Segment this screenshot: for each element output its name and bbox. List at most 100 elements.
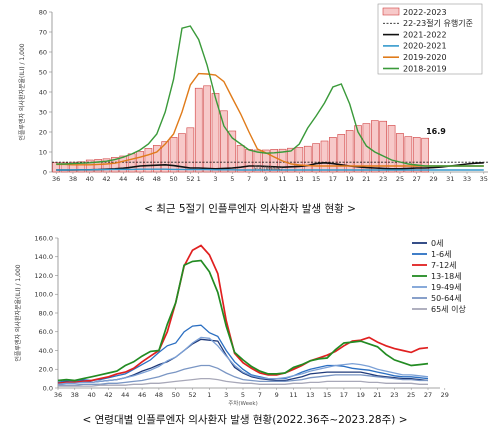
chart1-x-tick-label: 5 xyxy=(230,175,234,183)
chart2-x-tick-label: 50 xyxy=(172,391,180,399)
chart2-series-line xyxy=(57,244,429,385)
chart2-y-axis-title: 인플루엔자 의사환자분율(ILI) / 1,000 xyxy=(14,264,22,361)
chart1-bar xyxy=(270,149,279,173)
chart1-y-tick-label: 80 xyxy=(39,8,47,16)
chart1-x-tick-label: 29 xyxy=(429,175,437,183)
chart1-bar xyxy=(253,149,262,173)
chart1-legend-swatch xyxy=(382,7,400,16)
chart1-bar xyxy=(236,145,245,173)
chart2-x-tick-label: 36 xyxy=(54,391,62,399)
chart1-x-tick-label: 33 xyxy=(463,175,471,183)
chart1-bar xyxy=(421,137,429,173)
chart2-y-tick-label: 80.0 xyxy=(39,309,53,317)
chart2: 0.0 20.0 40.0 60.0 80.0 100.0 120.0 140.0 160.0 3… xyxy=(14,234,466,407)
chart1-series-line xyxy=(56,161,484,171)
chart1-x-tick-label: 11 xyxy=(278,175,286,183)
chart1-caption: < 최근 5절기 인플루엔자 의사환자 발생 현황 > xyxy=(144,202,356,215)
chart2-series-line xyxy=(58,377,428,387)
chart2-series-line xyxy=(57,259,429,382)
chart2-series-line xyxy=(58,364,428,386)
chart1-bar xyxy=(194,87,203,173)
chart1-x-tick-label: 25 xyxy=(396,175,404,183)
chart2-x-tick-label: 42 xyxy=(104,391,112,399)
chart1-bar xyxy=(203,85,211,173)
chart2-x-tick-label: 46 xyxy=(138,391,146,399)
chart1-bar xyxy=(354,125,362,173)
chart1-series-line xyxy=(56,168,484,171)
chart1-y-tick-label: 50 xyxy=(39,68,47,76)
chart1-y-tick-label: 70 xyxy=(39,28,47,36)
chart1-x-tick-label: 50 xyxy=(169,175,177,183)
chart1-x-tick-label: 36 xyxy=(52,175,60,183)
chart1-x-axis-title: 주차(Week) xyxy=(253,164,282,172)
chart2-x-tick-label: 7 xyxy=(258,391,262,399)
chart2-x-tick-label: 23 xyxy=(390,391,398,399)
chart2-x-tick-label: 9 xyxy=(275,391,279,399)
chart1-bar xyxy=(161,141,170,173)
chart1-x-tick-label: 46 xyxy=(136,175,144,183)
chart1-x-tick-label: 52 xyxy=(186,175,194,183)
chart2-y-tick-label: 40.0 xyxy=(39,347,53,355)
chart1-bar xyxy=(287,147,295,173)
chart1-y-tick-label: 40 xyxy=(39,88,47,96)
chart1-bar xyxy=(295,147,304,173)
chart1-x-tick-label: 17 xyxy=(329,175,337,183)
chart2-x-tick-label: 27 xyxy=(424,391,432,399)
chart1-x-tick-label: 3 xyxy=(213,175,217,183)
chart1-x-tick-label: 15 xyxy=(312,175,320,183)
chart1-bar xyxy=(60,162,69,173)
chart2-y-tick-label: 20.0 xyxy=(39,366,53,374)
chart1-x-tick-label: 13 xyxy=(295,175,303,183)
chart1-x-tick-label: 27 xyxy=(413,175,421,183)
chart1-y-tick-label: 0 xyxy=(43,168,47,176)
chart1-bar xyxy=(337,134,346,173)
chart1-x-tick-label: 42 xyxy=(102,175,110,183)
chart2-x-tick-label: 25 xyxy=(407,391,415,399)
chart1-x-tick-label: 1 xyxy=(197,175,201,183)
chart2-x-tick-label: 5 xyxy=(241,391,245,399)
chart1-y-axis-title: 인플루엔자 의사환자분율(ILI) / 1,000 xyxy=(18,43,26,140)
chart2-x-tick-label: 44 xyxy=(121,391,129,399)
chart1-y-tick-label: 20 xyxy=(39,128,47,136)
chart2-legend-label: 1-6세 xyxy=(431,250,451,259)
chart2-x-tick-label: 13 xyxy=(306,391,314,399)
chart1-annotation: 16.9 xyxy=(426,127,446,136)
chart2-legend-label: 0세 xyxy=(431,239,443,248)
chart1-bar xyxy=(379,120,388,173)
chart2-series-line xyxy=(57,324,429,384)
chart1-bar xyxy=(220,110,228,173)
chart1-bar xyxy=(245,149,253,173)
chart2-x-tick-label: 29 xyxy=(441,391,449,399)
chart1-bar xyxy=(412,137,421,173)
chart1-legend-label: 22-23절기 유행기준 xyxy=(403,18,473,28)
chart1-series-line xyxy=(56,72,484,167)
chart1-x-tick-label: 23 xyxy=(379,175,387,183)
chart1-y-tick-label: 30 xyxy=(39,108,47,116)
chart2-y-tick-label: 0.0 xyxy=(43,384,53,392)
chart1-legend-label: 2022-2023 xyxy=(403,8,447,17)
chart2-legend-label: 65세 이상 xyxy=(431,304,466,314)
chart1-bar xyxy=(144,148,153,173)
chart1-x-tick-label: 38 xyxy=(69,175,77,183)
chart1-bar xyxy=(329,137,337,173)
chart2-caption: < 연령대별 인플루엔자 의사환자 발생 현황(2022.36주~2023.28… xyxy=(83,414,408,426)
chart2-x-tick-label: 15 xyxy=(323,391,331,399)
chart1-bar xyxy=(94,159,102,173)
chart1-bar xyxy=(387,125,396,173)
chart1-legend-label: 2019-2020 xyxy=(403,53,447,62)
chart2-x-tick-label: 40 xyxy=(87,391,95,399)
chart1-series-line xyxy=(56,25,484,167)
chart1-legend-label: 2021-2022 xyxy=(403,30,447,39)
chart2-y-tick-label: 120.0 xyxy=(34,272,53,280)
chart2-legend-label: 13-18세 xyxy=(431,272,462,281)
chart1-bar xyxy=(404,136,413,173)
chart1-bar xyxy=(169,137,178,173)
chart1-legend-label: 2020-2021 xyxy=(403,42,447,51)
chart1-x-tick-label: 44 xyxy=(119,175,127,183)
chart1-bar xyxy=(312,143,320,173)
chart2-x-tick-label: 19 xyxy=(357,391,365,399)
chart2-x-tick-label: 48 xyxy=(155,391,163,399)
chart2-x-axis-title: 주차(Week) xyxy=(228,399,257,407)
